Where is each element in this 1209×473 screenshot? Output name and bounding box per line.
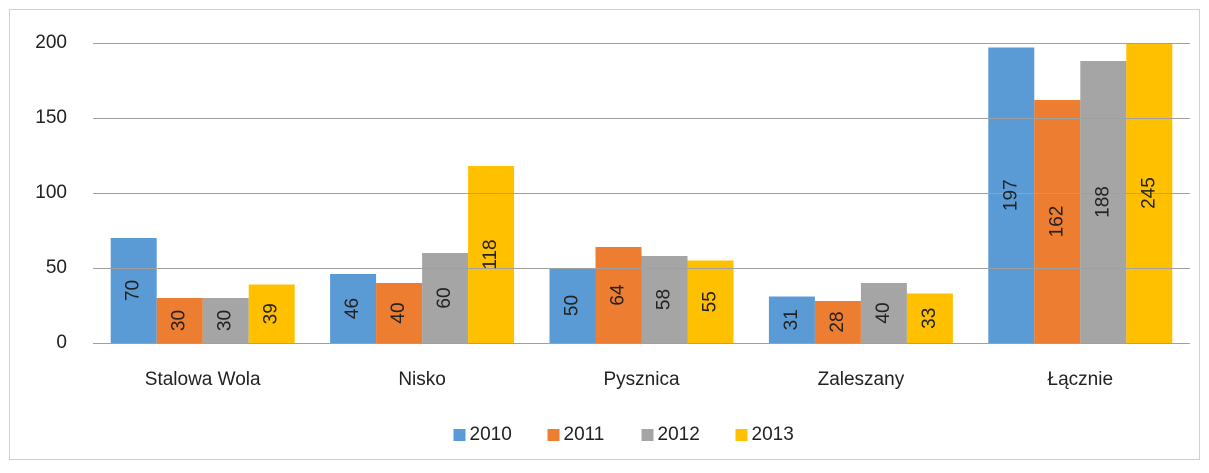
bar [156, 298, 203, 343]
value-label: 31 [781, 309, 802, 330]
bar [595, 247, 642, 343]
value-label: 64 [608, 284, 629, 306]
value-label: 197 [1000, 179, 1021, 211]
value-label: 162 [1046, 206, 1067, 238]
bar [768, 296, 815, 343]
bar [248, 284, 295, 343]
x-tick-label: Zaleszany [818, 369, 905, 390]
y-tick-label: 200 [35, 32, 67, 53]
bar [687, 260, 734, 343]
bar [988, 47, 1035, 343]
bar [1080, 61, 1127, 343]
value-label: 28 [827, 311, 848, 332]
x-tick-label: Łącznie [1048, 369, 1114, 390]
value-label: 46 [342, 298, 363, 319]
bar [330, 274, 377, 343]
value-label: 30 [215, 310, 236, 331]
bar [549, 268, 596, 343]
value-label: 55 [700, 291, 721, 312]
value-label: 40 [388, 302, 409, 323]
legend-label: 2012 [658, 424, 700, 445]
bar [814, 301, 861, 343]
y-tick-label: 150 [35, 107, 67, 128]
bar [468, 166, 515, 343]
legend-swatch [641, 429, 654, 441]
legend-label: 2013 [752, 424, 794, 445]
bar [110, 238, 157, 343]
legend-label: 2010 [470, 424, 512, 445]
bar [376, 283, 423, 343]
y-tick-label: 50 [46, 257, 67, 278]
value-label: 188 [1092, 186, 1113, 218]
bar [641, 256, 688, 343]
value-label: 245 [1138, 177, 1159, 209]
bar [860, 283, 907, 343]
bar [202, 298, 249, 343]
y-tick-label: 100 [35, 182, 67, 203]
bar [1034, 100, 1081, 343]
y-tick-label: 0 [56, 332, 67, 353]
bar [906, 293, 953, 343]
legend-swatch [735, 429, 748, 441]
value-label: 39 [261, 303, 282, 324]
legend-swatch [453, 429, 466, 441]
value-label: 30 [169, 310, 190, 331]
x-tick-label: Nisko [398, 369, 446, 390]
value-label: 118 [480, 239, 501, 269]
value-label: 40 [873, 302, 894, 323]
value-label: 33 [919, 308, 940, 329]
legend-label: 2011 [564, 424, 605, 445]
value-label: 70 [123, 280, 144, 301]
bar [1126, 43, 1173, 343]
legend-swatch [547, 429, 560, 441]
x-tick-label: Stalowa Wola [145, 369, 261, 390]
value-label: 50 [562, 295, 583, 316]
value-label: 60 [434, 287, 455, 308]
x-tick-label: Pysznica [603, 369, 679, 390]
value-label: 58 [654, 289, 675, 310]
